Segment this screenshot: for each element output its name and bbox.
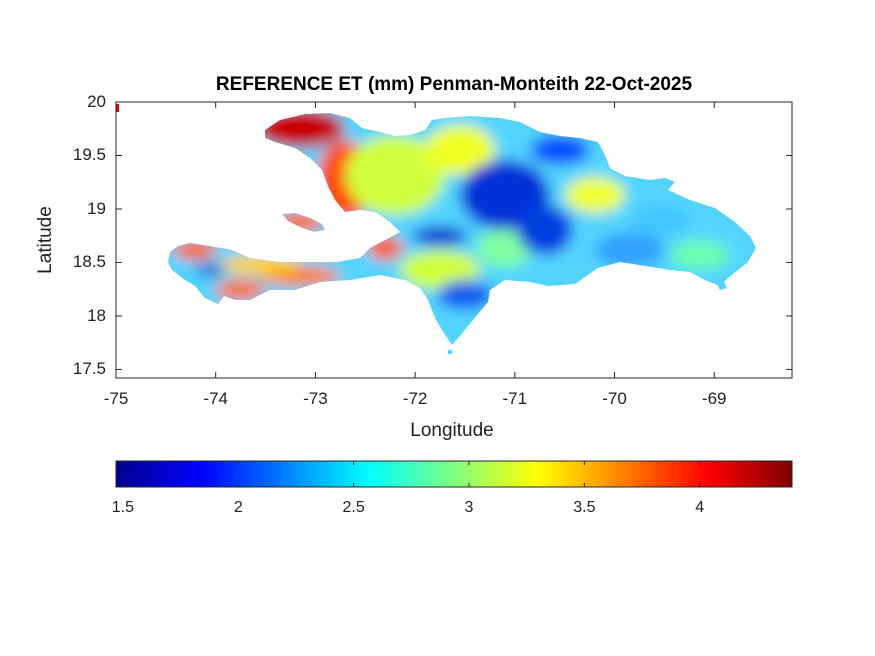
y-tick-label: 18 [87,305,106,325]
colorbar-tick-label: 2 [233,499,243,516]
y-tick-label: 20 [87,92,106,111]
tick-marks [115,101,792,378]
x-axis-label: Longitude [410,420,494,441]
y-tick-label: 19 [87,198,106,218]
colorbar-tick-label: 1.5 [111,499,135,516]
y-tick-label: 19.5 [72,145,106,165]
x-tick-label: -72 [402,389,428,408]
y-tick-label: 18.5 [72,252,106,272]
x-tick-label: -69 [701,389,727,408]
x-tick-label: -70 [602,389,627,408]
x-tick-label: -75 [103,389,129,408]
x-tick-label: -73 [303,389,328,408]
x-tick-label: -74 [203,389,228,408]
y-tick-label: 17.5 [72,359,106,379]
colorbar-tick-label: 4 [695,499,705,516]
colorbar-tick-label: 2.5 [342,499,365,516]
edge-pixel [116,104,119,112]
colorbar-tick-label: 3 [464,499,474,516]
plot-title: REFERENCE ET (mm) Penman-Monteith 22-Oct… [215,74,693,95]
x-tick-label: -71 [502,389,528,408]
colorbar-tick-label: 3.5 [573,499,596,516]
colorbar [115,460,793,488]
colorbar-tick-marks [122,461,701,487]
